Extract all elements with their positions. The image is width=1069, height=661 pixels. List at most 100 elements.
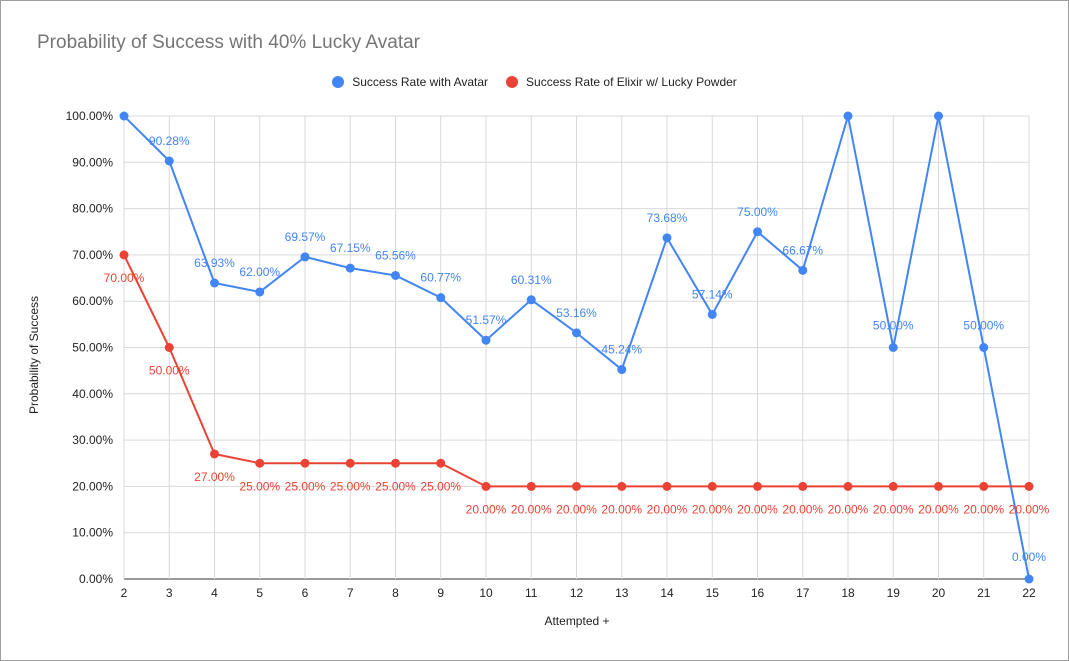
x-tick-label: 12 xyxy=(570,586,584,600)
data-label: 60.77% xyxy=(420,271,461,285)
data-point xyxy=(119,250,129,260)
data-label: 62.00% xyxy=(239,265,280,279)
data-label: 25.00% xyxy=(375,479,416,493)
data-point xyxy=(843,481,853,491)
data-label: 53.16% xyxy=(556,306,597,320)
data-label: 51.57% xyxy=(466,313,507,327)
data-point xyxy=(707,481,717,491)
data-point xyxy=(934,481,943,491)
data-point xyxy=(979,343,989,352)
data-label: 50.00% xyxy=(873,319,914,333)
data-point xyxy=(888,481,898,491)
data-point xyxy=(255,287,265,297)
x-tick-label: 5 xyxy=(256,586,263,600)
data-point xyxy=(1024,481,1034,491)
data-label: 50.00% xyxy=(963,319,1004,333)
data-label: 20.00% xyxy=(918,502,959,516)
data-point xyxy=(888,343,898,352)
legend-label-avatar: Success Rate with Avatar xyxy=(352,75,489,89)
data-label: 66.67% xyxy=(782,243,823,257)
y-tick-label: 70.00% xyxy=(72,248,113,262)
data-label: 45.24% xyxy=(601,343,642,357)
data-point xyxy=(300,252,310,262)
y-tick-label: 80.00% xyxy=(72,202,113,216)
data-label: 20.00% xyxy=(692,502,733,516)
legend-marker-elixir xyxy=(506,76,519,88)
x-tick-label: 19 xyxy=(887,586,901,600)
data-label: 50.00% xyxy=(149,364,190,378)
y-tick-label: 30.00% xyxy=(72,433,113,447)
x-tick-label: 17 xyxy=(796,586,810,600)
data-label: 20.00% xyxy=(963,502,1004,516)
data-label: 90.28% xyxy=(149,134,190,148)
data-label: 20.00% xyxy=(873,502,914,516)
legend-item-elixir[interactable]: Success Rate of Elixir w/ Lucky Powder xyxy=(506,75,737,89)
data-point xyxy=(617,481,627,491)
x-tick-label: 4 xyxy=(211,586,218,600)
x-axis-title: Attempted + xyxy=(544,614,610,628)
data-label: 20.00% xyxy=(1009,502,1050,516)
data-label: 25.00% xyxy=(420,479,461,493)
data-label: 20.00% xyxy=(466,502,507,516)
data-label: 57.14% xyxy=(692,287,733,301)
data-point xyxy=(798,265,808,275)
data-label: 70.00% xyxy=(104,271,145,285)
data-point xyxy=(119,111,129,121)
data-point xyxy=(798,481,808,491)
y-tick-label: 0.00% xyxy=(79,572,113,586)
data-label: 25.00% xyxy=(239,479,280,493)
legend-item-avatar[interactable]: Success Rate with Avatar xyxy=(332,75,488,89)
y-tick-label: 60.00% xyxy=(72,294,113,308)
data-point xyxy=(753,227,762,237)
x-tick-label: 14 xyxy=(660,586,674,600)
data-label: 25.00% xyxy=(285,479,326,493)
data-label: 25.00% xyxy=(330,479,371,493)
data-label: 20.00% xyxy=(511,502,552,516)
data-label: 63.93% xyxy=(194,256,235,270)
y-tick-label: 100.00% xyxy=(66,109,114,123)
data-point xyxy=(526,481,536,491)
data-point xyxy=(391,270,400,280)
y-tick-label: 40.00% xyxy=(72,387,113,401)
data-point xyxy=(1024,574,1034,584)
data-label: 67.15% xyxy=(330,241,371,255)
data-point xyxy=(481,481,491,491)
data-point xyxy=(164,343,174,352)
data-point xyxy=(526,295,536,305)
data-point xyxy=(617,365,627,375)
x-tick-label: 21 xyxy=(977,586,991,600)
data-point xyxy=(164,156,174,166)
data-point xyxy=(210,449,219,459)
data-point xyxy=(345,263,355,273)
legend-marker-avatar xyxy=(332,76,345,88)
x-tick-label: 16 xyxy=(751,586,765,600)
data-point xyxy=(753,481,762,491)
data-point xyxy=(707,309,717,319)
y-tick-label: 50.00% xyxy=(72,341,113,355)
data-point xyxy=(843,111,853,121)
x-tick-label: 22 xyxy=(1022,586,1036,600)
data-point xyxy=(934,111,943,121)
y-tick-label: 20.00% xyxy=(72,479,113,493)
data-point xyxy=(436,293,446,303)
data-label: 20.00% xyxy=(828,502,869,516)
data-point xyxy=(481,335,491,345)
y-tick-label: 90.00% xyxy=(72,155,113,169)
data-point xyxy=(662,233,672,243)
chart-title: Probability of Success with 40% Lucky Av… xyxy=(37,32,421,53)
legend: Success Rate with Avatar Success Rate of… xyxy=(1,75,1068,89)
data-label: 20.00% xyxy=(782,502,823,516)
data-label: 20.00% xyxy=(647,502,688,516)
data-point xyxy=(662,481,672,491)
x-tick-label: 13 xyxy=(615,586,629,600)
data-point xyxy=(572,481,581,491)
x-tick-label: 7 xyxy=(347,586,354,600)
x-tick-label: 20 xyxy=(932,586,946,600)
data-label: 20.00% xyxy=(556,502,597,516)
data-label: 20.00% xyxy=(737,502,778,516)
x-tick-label: 11 xyxy=(525,586,538,600)
data-label: 0.00% xyxy=(1012,550,1046,564)
y-tick-label: 10.00% xyxy=(72,526,113,540)
